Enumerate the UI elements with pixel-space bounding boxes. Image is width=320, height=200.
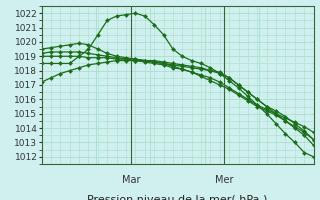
Text: Mer: Mer	[215, 175, 233, 185]
Text: Pression niveau de la mer( hPa ): Pression niveau de la mer( hPa )	[87, 195, 268, 200]
Text: Mar: Mar	[122, 175, 140, 185]
